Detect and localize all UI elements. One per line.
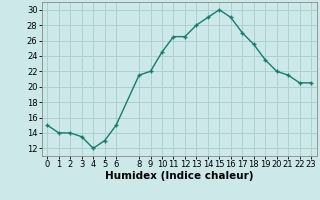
X-axis label: Humidex (Indice chaleur): Humidex (Indice chaleur) — [105, 171, 253, 181]
